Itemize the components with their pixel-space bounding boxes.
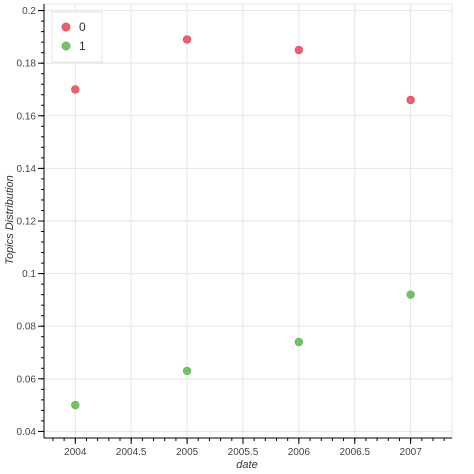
series-1-point: [406, 290, 415, 299]
y-tick-label: 0.18: [17, 59, 37, 70]
series-0-point: [71, 85, 80, 94]
series-0-point: [406, 95, 415, 105]
axes: 2004 2004.5 2005 2005.5 2006 2006.5 2007 0.04 0.…: [17, 4, 452, 458]
x-tick-label: 2007: [400, 447, 423, 458]
y-axis-label: Topics Distribution: [4, 175, 16, 264]
legend-label: 0: [79, 20, 86, 34]
series-1-point: [294, 337, 304, 347]
series-1-point: [182, 366, 192, 376]
x-axis-label: date: [236, 459, 257, 471]
y-tick-label: 0.14: [17, 164, 37, 175]
legend-label: 1: [79, 39, 86, 53]
legend-box: [51, 11, 103, 63]
x-tick-label: 2006.5: [339, 447, 370, 458]
y-tick-label: 0.06: [17, 374, 37, 385]
grid-layer: [43, 3, 453, 439]
x-tick-label: 2005.5: [228, 447, 259, 458]
y-tick-label: 0.16: [17, 111, 37, 122]
legend: 01: [51, 11, 103, 63]
series-0-point: [294, 45, 304, 55]
x-tick-label: 2006: [288, 447, 311, 458]
data-points: [71, 35, 415, 410]
y-tick-label: 0.08: [17, 322, 37, 333]
x-tick-label: 2004.5: [116, 447, 147, 458]
series-0-point: [182, 35, 192, 44]
legend-marker: [61, 22, 71, 32]
y-tick-label: 0.1: [22, 269, 36, 280]
series-1-point: [71, 400, 80, 410]
y-tick-label: 0.2: [22, 6, 36, 17]
x-tick-label: 2005: [176, 447, 199, 458]
legend-marker: [61, 41, 71, 51]
x-tick-label: 2004: [64, 447, 87, 458]
y-tick-label: 0.12: [17, 217, 37, 228]
y-tick-label: 0.04: [17, 427, 37, 438]
